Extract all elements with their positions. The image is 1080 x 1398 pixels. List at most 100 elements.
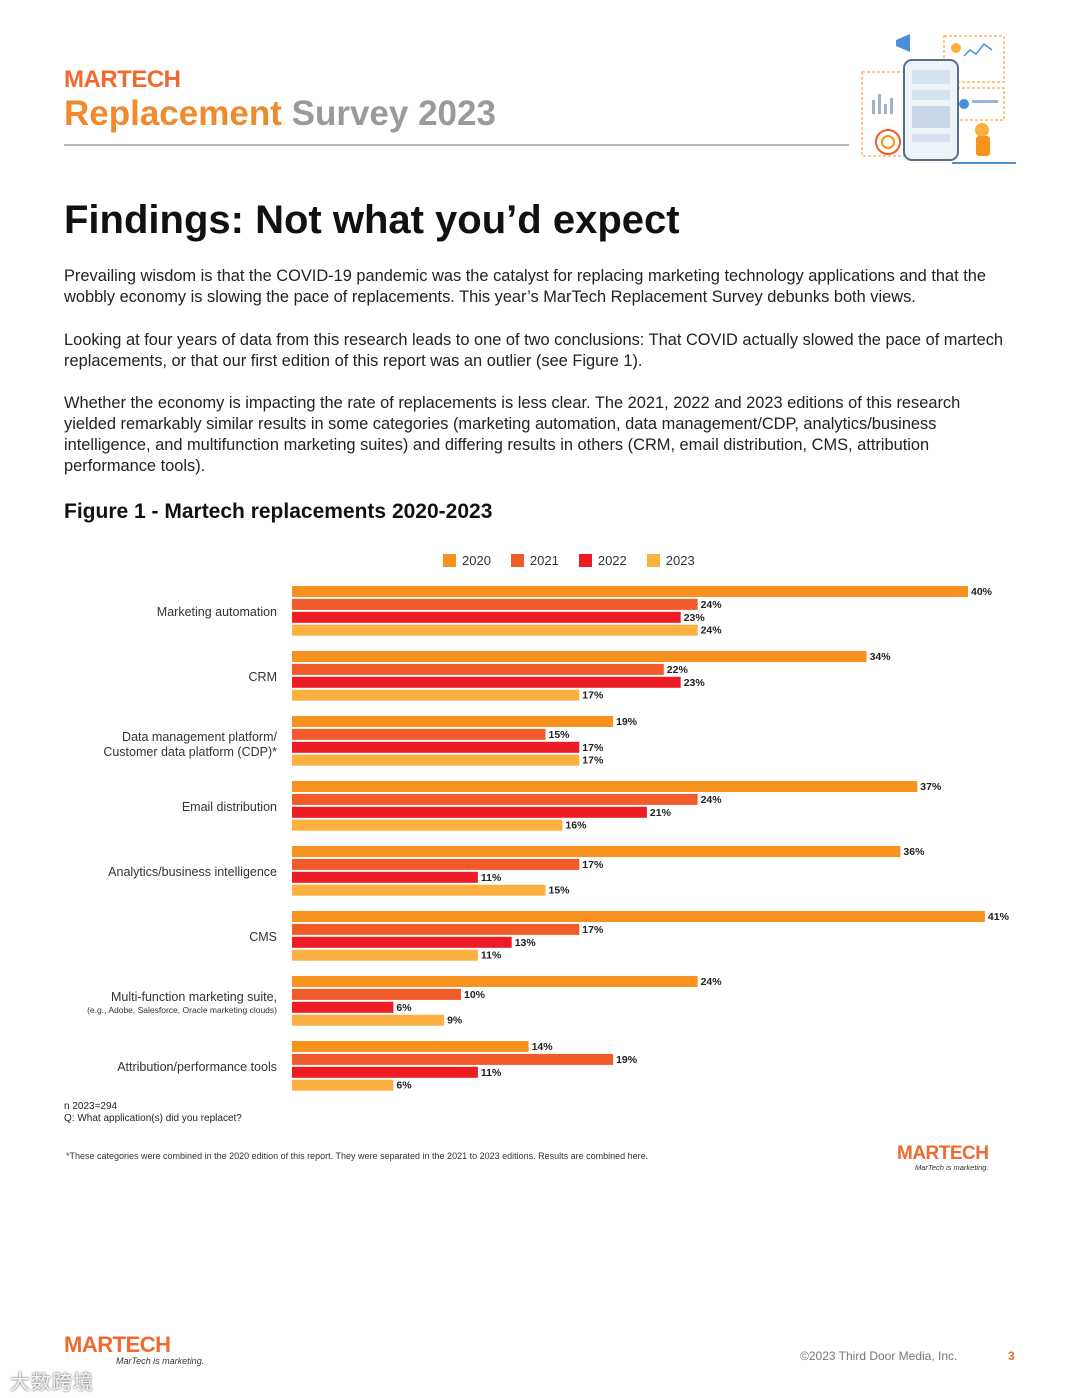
category-label: Email distribution [182,800,277,814]
bar-2021 [292,598,698,610]
data-label: 17% [582,755,604,767]
legend-label: 2023 [665,552,695,568]
category-label: (e.g., Adobe, Salesforce, Oracle marketi… [87,1005,277,1015]
data-label: 40% [971,586,993,598]
bar-2023 [292,819,563,831]
data-label: 34% [870,651,892,663]
bar-2023 [292,884,546,896]
header-divider [64,144,849,146]
data-label: 17% [582,742,604,754]
category-label: CRM [249,670,277,684]
category-label: Data management platform/ [122,730,277,744]
legend-label: 2022 [597,552,627,568]
bar-2020 [292,716,614,727]
bar-2022 [292,936,512,948]
bar-2022 [292,676,681,688]
watermark: 大数跨境 [10,1372,94,1394]
legend-item-2022: 2022 [578,552,627,568]
figure-title: Figure 1 - Martech replacements 2020-202… [64,500,493,523]
data-label: 9% [447,1015,463,1027]
data-label: 19% [616,1054,638,1066]
martech-illustration [861,34,1016,164]
data-label: 6% [396,1080,412,1092]
data-label: 24% [701,625,723,637]
data-label: 24% [701,599,723,611]
logo-word: MARTECH [897,1143,989,1164]
legend-label: 2021 [529,552,559,568]
category-label: Customer data platform (CDP)* [103,745,277,759]
page-headline: Findings: Not what you’d expect [64,198,680,242]
data-label: 19% [616,716,638,728]
category-label: Multi-function marketing suite, [111,990,277,1004]
legend-item-2021: 2021 [510,552,559,568]
data-label: 17% [582,924,604,936]
data-label: 17% [582,690,604,702]
bar-2020 [292,651,867,662]
logo-tagline: MarTech is marketing. [116,1356,205,1366]
intro-paragraph-1: Prevailing wisdom is that the COVID-19 p… [64,267,986,306]
legend-swatch [578,553,592,567]
data-label: 14% [532,1041,554,1053]
category-label: Analytics/business intelligence [108,865,277,879]
data-label: 6% [396,1002,412,1014]
brand-logo: MARTECH [64,66,181,93]
bar-2022 [292,871,478,883]
bar-2023 [292,949,478,961]
copyright: ©2023 Third Door Media, Inc. [800,1349,958,1363]
data-label: 11% [481,872,502,884]
data-label: 11% [481,1067,502,1079]
bar-2022 [292,806,647,818]
legend-swatch [646,553,660,567]
bar-2022 [292,611,681,623]
bar-2021 [292,728,546,740]
bar-2021 [292,923,580,935]
survey-title-part2: Survey 2023 [291,94,496,133]
chart-legend: 2020 2021 2022 2023 [443,552,715,568]
bar-2023 [292,689,580,701]
martech-logo-footer: MARTECH MarTech is marketing. [64,1332,204,1366]
data-label: 15% [549,885,571,897]
data-label: 15% [549,729,571,741]
data-label: 41% [988,911,1010,923]
legend-swatch [510,553,524,567]
legend-label: 2020 [462,552,491,568]
bar-2020 [292,1041,529,1052]
bar-2022 [292,1001,394,1013]
category-label: CMS [249,930,277,944]
bar-2020 [292,976,698,987]
bar-2021 [292,663,664,675]
legend-item-2023: 2023 [646,552,695,568]
legend-item-2020: 2020 [443,552,491,568]
intro-paragraph-2: Looking at four years of data from this … [64,331,1004,370]
bar-2021 [292,858,580,870]
bar-2020 [292,911,985,922]
intro-paragraph-3: Whether the economy is impacting the rat… [64,394,961,475]
bar-2021 [292,988,461,1000]
bar-2023 [292,1014,445,1026]
bar-2022 [292,741,580,753]
footnote: *These categories were combined in the 2… [66,1151,649,1161]
bar-2023 [292,754,580,766]
survey-title-part1: Replacement [64,94,282,133]
data-label: 24% [701,794,723,806]
data-label: 16% [565,820,587,832]
bar-2023 [292,1079,394,1091]
sample-size-note: n 2023=294 [64,1101,118,1112]
data-label: 22% [667,664,689,676]
data-label: 13% [515,937,537,949]
data-label: 21% [650,807,672,819]
bar-2023 [292,624,698,636]
data-label: 23% [684,677,706,689]
page-number: 3 [1008,1349,1015,1363]
data-label: 11% [481,950,502,962]
bar-2021 [292,1053,614,1065]
logo-tagline: MarTech is marketing. [915,1163,989,1172]
data-label: 37% [920,781,942,793]
data-label: 23% [684,612,706,624]
data-label: 10% [464,989,486,1001]
bar-2020 [292,586,968,597]
data-label: 36% [903,846,925,858]
legend-swatch [443,553,456,567]
question-note: Q: What application(s) did you replacet? [64,1113,242,1124]
bar-2020 [292,781,918,792]
